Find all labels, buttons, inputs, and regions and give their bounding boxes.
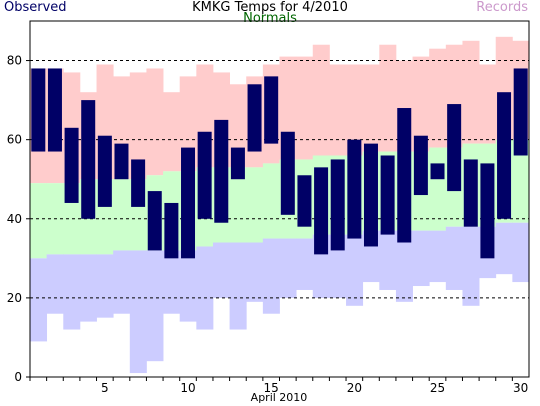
x-tick-label-15: 15 [264,381,279,395]
y-tick-label-20: 20 [7,291,22,305]
record-high-band-day-18 [312,44,330,156]
record-low-band-day-25 [429,230,447,283]
observed-bar-day-19 [330,159,345,251]
x-tick-label-20: 20 [347,381,362,395]
record-high-band-day-8 [146,68,164,176]
normal-band-day-25 [429,147,447,231]
record-high-band-day-19 [329,64,347,156]
record-low-band-day-15 [262,238,280,314]
normal-band-day-14 [246,167,264,243]
observed-bar-day-15 [264,76,279,144]
record-high-band-day-25 [429,48,447,148]
observed-bar-day-22 [380,155,395,235]
observed-bar-day-3 [64,127,79,203]
record-low-band-day-8 [146,250,164,362]
observed-bar-day-27 [463,159,478,227]
record-high-band-day-27 [462,40,480,144]
record-high-band-day-13 [229,84,247,168]
record-low-band-day-30 [512,222,530,283]
y-tick-label-0: 0 [14,370,22,384]
record-low-band-day-14 [246,242,264,302]
record-low-band-day-2 [46,254,64,314]
record-high-band-day-22 [379,44,397,152]
normal-band-day-13 [229,167,247,243]
x-axis: 5 10 15 20 25 30 [29,377,528,395]
gridlines [30,60,529,299]
record-high-band-day-7 [129,72,147,180]
observed-bar-day-25 [430,163,445,180]
x-tick-label-25: 25 [430,381,445,395]
observed-bar-day-16 [280,131,295,215]
observed-bar-day-17 [297,175,312,227]
normal-band-day-6 [113,179,131,251]
normal-band-day-15 [262,163,280,239]
observed-bar-day-12 [214,119,229,223]
record-high-band-day-21 [362,64,380,152]
observed-bar-day-13 [230,147,245,180]
observed-bar-day-23 [397,108,412,243]
observed-bar-day-11 [197,131,212,219]
record-low-band-day-26 [445,226,463,290]
record-low-band-day-20 [346,234,364,306]
record-low-band-day-6 [113,250,131,314]
observed-bar-day-26 [447,104,462,192]
record-high-band-day-20 [346,64,364,156]
record-low-band-day-3 [63,254,81,330]
record-low-band-day-10 [179,250,197,322]
record-low-band-day-7 [129,250,147,374]
record-low-band-day-1 [30,258,48,342]
record-low-band-day-22 [379,230,397,290]
normal-band-day-30 [512,139,530,223]
observed-bar-day-7 [131,159,146,207]
observed-bar-day-21 [363,143,378,247]
observed-bar-day-14 [247,84,262,152]
record-low-band-day-29 [495,222,513,275]
record-low-band-day-24 [412,230,430,287]
record-high-band-day-24 [412,56,430,152]
record-low-band-day-16 [279,238,297,298]
x-tick-label-5: 5 [101,381,109,395]
x-axis-label: April 2010 [251,391,308,404]
record-low-band-day-9 [163,250,181,314]
record-low-band-day-23 [395,230,413,302]
record-high-band-day-28 [479,64,497,144]
record-low-band-day-13 [229,242,247,330]
record-high-band-day-17 [296,56,314,160]
observed-bar-day-5 [97,135,112,207]
y-tick-label-40: 40 [7,212,22,226]
record-low-band-day-17 [296,238,314,290]
legend-normals: Normals [243,11,297,26]
y-axis: 0 20 40 60 80 [7,54,30,384]
record-low-band-day-12 [212,242,230,298]
observed-bar-day-29 [497,92,512,219]
normal-band-day-1 [30,183,48,259]
observed-bar-day-24 [413,135,428,196]
observed-bar-day-10 [181,147,196,259]
observed-bar-day-20 [347,139,362,239]
record-low-band-day-19 [329,234,347,298]
observed-bar-day-2 [47,68,62,152]
record-low-band-day-4 [79,254,97,322]
record-low-band-day-27 [462,226,480,306]
record-low-band-day-5 [96,254,114,318]
legend-observed: Observed [4,0,67,15]
observed-bar-day-18 [314,167,329,255]
record-low-band-day-11 [196,246,214,330]
x-tick-label-10: 10 [180,381,195,395]
observed-bar-day-1 [31,68,46,152]
observed-bar-day-8 [147,191,162,251]
observed-bar-day-4 [81,100,96,219]
chart-title: KMKG Temps for 4/2010 [192,0,348,15]
y-tick-label-60: 60 [7,133,22,147]
record-high-band-day-9 [163,92,181,172]
observed-bar-day-28 [480,163,495,259]
observed-bar-day-6 [114,143,129,180]
observed-bars [31,68,528,259]
observed-bar-day-30 [513,68,528,156]
x-tick-label-30: 30 [513,381,528,395]
legend-records: Records [476,0,528,15]
y-tick-label-80: 80 [7,54,22,68]
observed-bar-day-9 [164,202,179,259]
